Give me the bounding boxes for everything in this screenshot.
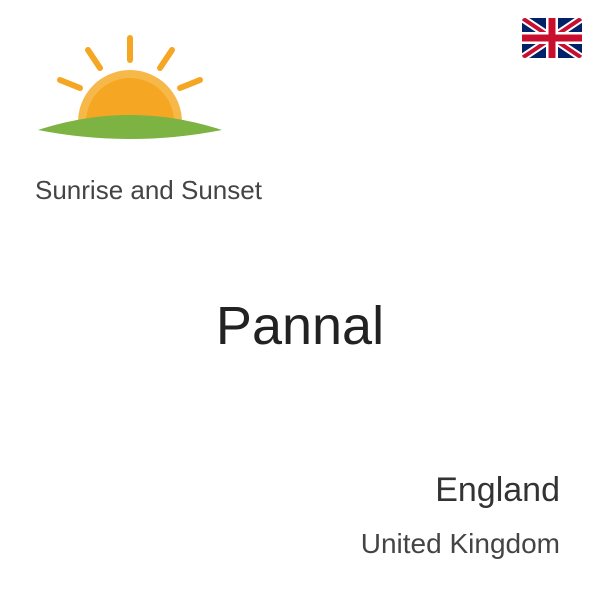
tagline-text: Sunrise and Sunset — [35, 175, 262, 206]
location-title: Pannal — [0, 295, 600, 357]
region-text: England — [435, 471, 560, 510]
country-text: United Kingdom — [361, 528, 560, 560]
uk-flag-icon — [522, 18, 582, 58]
sunrise-icon — [30, 30, 230, 160]
sunrise-logo — [30, 30, 230, 160]
union-jack-icon — [522, 18, 582, 58]
